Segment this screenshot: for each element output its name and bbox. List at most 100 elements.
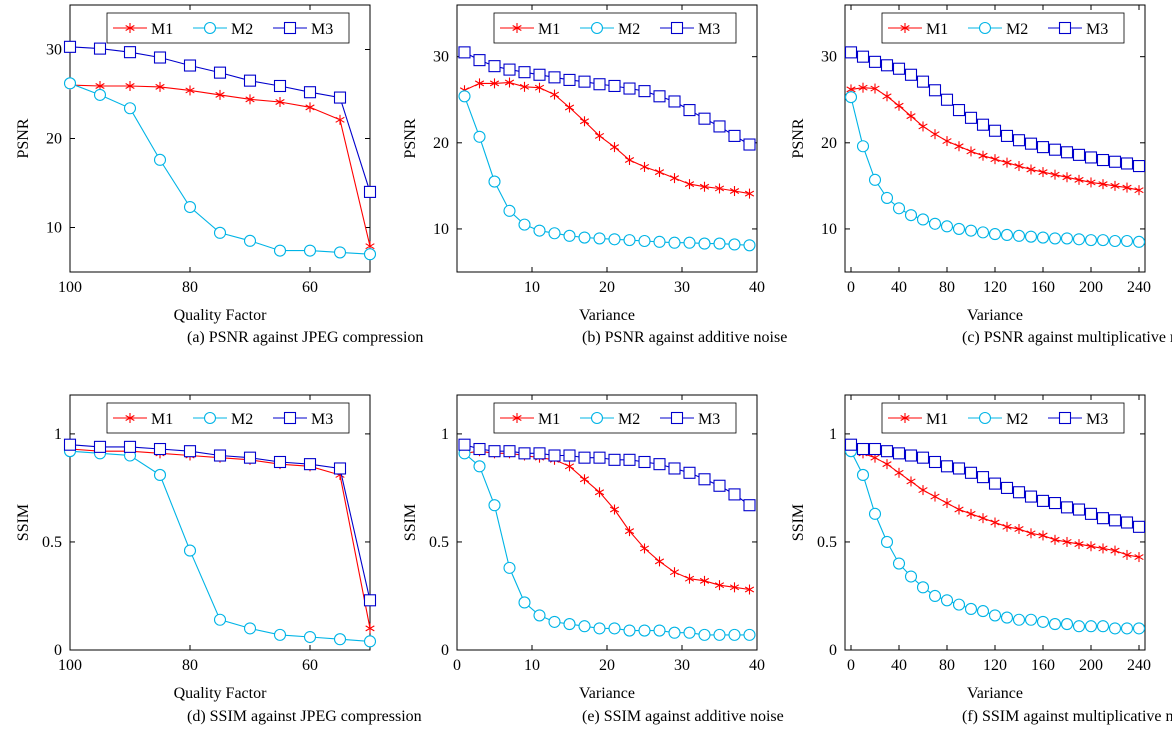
m1-marker-15	[1026, 528, 1036, 539]
m1-marker-2	[489, 78, 500, 89]
series-m1	[459, 446, 755, 595]
y-tick-label: 30	[433, 49, 449, 66]
m3-marker-8	[303, 458, 317, 471]
legend-label-m3: M3	[1086, 21, 1108, 38]
series-m1	[846, 82, 1144, 196]
m3-marker-16	[698, 473, 711, 486]
m1-marker-11	[624, 526, 635, 537]
m1-marker-legend	[900, 413, 910, 423]
m3-marker-6	[548, 71, 561, 84]
m3-marker-10	[363, 594, 377, 607]
m1-marker-legend	[125, 23, 135, 33]
m2-marker-0	[458, 90, 471, 103]
m3-marker-2	[123, 46, 137, 59]
series-m2	[458, 90, 756, 252]
legend-label-m1: M1	[538, 21, 560, 38]
legend-box	[881, 402, 1125, 434]
legend: M1 M2 M3	[106, 12, 350, 44]
m1-marker-12	[639, 543, 650, 554]
series-line-m1	[464, 81, 750, 195]
m2-marker-15	[1024, 613, 1038, 626]
m2-marker-14	[668, 626, 681, 639]
y-tick-label: 0	[441, 642, 449, 659]
y-tick-label: 1	[829, 426, 837, 443]
m3-marker-2	[488, 60, 501, 73]
m1-marker-6	[918, 485, 928, 496]
m2-marker-13	[1000, 611, 1014, 624]
x-axis-label: Variance	[967, 307, 1023, 324]
chart-panel-6: 0 40 80 120 160 200 240 0 0.5 1 Variance SSIM M1 M2 M3	[790, 394, 1151, 702]
m2-marker-12	[638, 234, 651, 248]
m3-marker-5	[904, 68, 918, 81]
m1-marker-17	[714, 580, 725, 591]
x-tick-label: 80	[939, 279, 955, 296]
series-line-m2	[850, 97, 1140, 243]
x-axis-label: Quality Factor	[174, 307, 268, 324]
m2-marker-0	[844, 91, 858, 104]
m3-marker-3	[153, 442, 167, 456]
m2-marker-9	[593, 232, 606, 245]
series-m3	[458, 46, 756, 151]
y-tick-label: 1	[441, 426, 449, 443]
series-m2	[844, 445, 1146, 635]
m2-marker-legend	[978, 21, 992, 35]
legend: M1 M2 M3	[881, 12, 1125, 44]
y-tick-label: 0	[54, 642, 62, 659]
m1-marker-legend	[512, 23, 522, 33]
m3-marker-1	[473, 54, 486, 67]
m2-marker-2	[488, 175, 501, 188]
m2-marker-18	[1060, 618, 1074, 631]
series-m3	[63, 40, 377, 198]
m3-marker-7	[928, 84, 942, 97]
m2-marker-23	[1120, 234, 1134, 248]
m3-marker-7	[563, 73, 576, 86]
m3-marker-5	[533, 68, 546, 81]
m2-marker-9	[952, 222, 966, 235]
x-tick-label: 30	[674, 279, 690, 296]
x-tick-label: 0	[453, 657, 461, 674]
m1-marker-20	[1086, 541, 1096, 552]
series-line-m3	[69, 444, 371, 601]
m2-marker-22	[1108, 234, 1122, 248]
x-axis-label: Variance	[579, 307, 635, 324]
m2-marker-6	[916, 213, 930, 226]
m3-marker-4	[892, 62, 906, 75]
m2-marker-10	[608, 622, 621, 635]
legend: M1 M2 M3	[881, 402, 1125, 434]
m2-marker-2	[123, 102, 137, 115]
series-m1	[459, 77, 755, 199]
m2-marker-2	[868, 507, 882, 520]
x-tick-label: 160	[1031, 279, 1055, 296]
m3-marker-11	[976, 471, 990, 484]
m2-marker-8	[578, 231, 591, 244]
m2-marker-4	[892, 202, 906, 215]
m2-marker-4	[183, 544, 197, 557]
m3-marker-3	[503, 445, 516, 458]
m3-marker-14	[1012, 486, 1026, 499]
y-axis-label: SSIM	[15, 504, 32, 541]
m1-marker-17	[1050, 534, 1060, 545]
chart-caption: (c) PSNR against multiplicative noise	[962, 329, 1172, 346]
m2-marker-7	[928, 589, 942, 603]
m2-marker-7	[563, 229, 576, 242]
x-tick-label: 0	[847, 279, 855, 296]
m1-marker-8	[579, 116, 590, 127]
m3-marker-4	[518, 66, 531, 79]
m2-marker-7	[273, 628, 287, 641]
m2-marker-4	[518, 596, 531, 609]
m2-marker-9	[333, 246, 347, 259]
m1-marker-4	[894, 100, 904, 111]
y-tick-label: 30	[46, 42, 62, 59]
m3-marker-legend	[283, 411, 297, 425]
m3-marker-9	[952, 462, 966, 475]
x-tick-label: 40	[891, 279, 907, 296]
series-line-m1	[850, 87, 1140, 191]
m2-marker-1	[473, 460, 486, 473]
m1-marker-15	[684, 179, 695, 190]
m3-marker-19	[743, 138, 756, 151]
m2-marker-16	[1036, 231, 1050, 244]
m2-marker-4	[518, 218, 531, 231]
m1-marker-16	[1038, 167, 1048, 178]
m2-marker-16	[698, 628, 711, 641]
m3-marker-22	[1108, 155, 1122, 168]
